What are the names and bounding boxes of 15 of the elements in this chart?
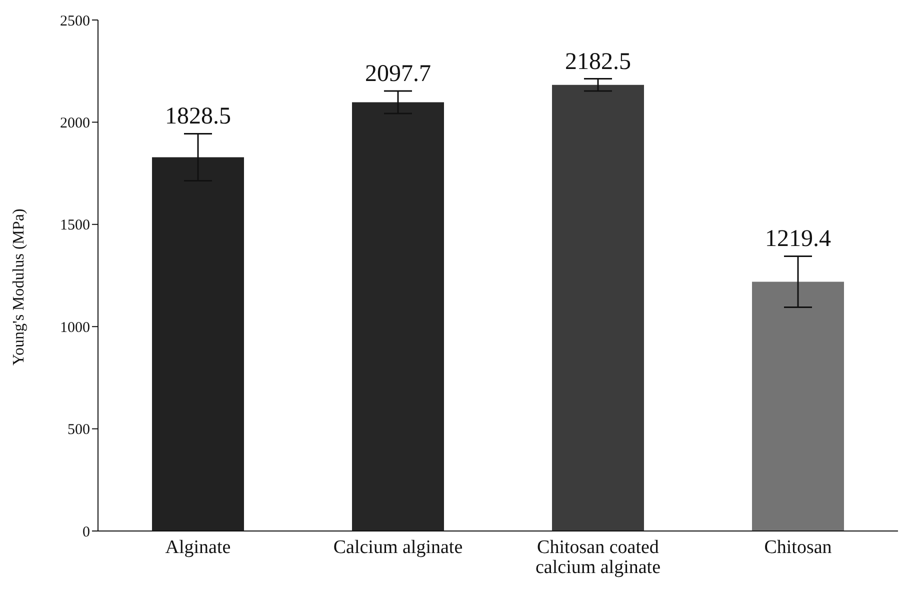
data-label: 2097.7 (365, 60, 431, 87)
y-tick-label: 0 (82, 524, 90, 540)
y-tick-label: 2000 (60, 116, 90, 132)
y-tick-label: 2500 (60, 13, 90, 30)
y-tick-label: 1500 (60, 218, 90, 234)
x-tick-label: Alginate (165, 537, 231, 558)
x-tick-label: Chitosan coated calcium alginate (535, 537, 661, 578)
data-label: 2182.5 (565, 48, 631, 75)
y-axis-title: Young's Modulus (MPa) (10, 208, 28, 366)
data-label: 1828.5 (165, 104, 231, 130)
x-tick-label: Calcium alginate (333, 537, 463, 558)
data-label: 1219.4 (765, 226, 831, 252)
y-tick-label: 500 (68, 422, 90, 438)
x-tick-label: Chitosan (764, 537, 832, 558)
y-tick-label: 1000 (60, 320, 90, 336)
